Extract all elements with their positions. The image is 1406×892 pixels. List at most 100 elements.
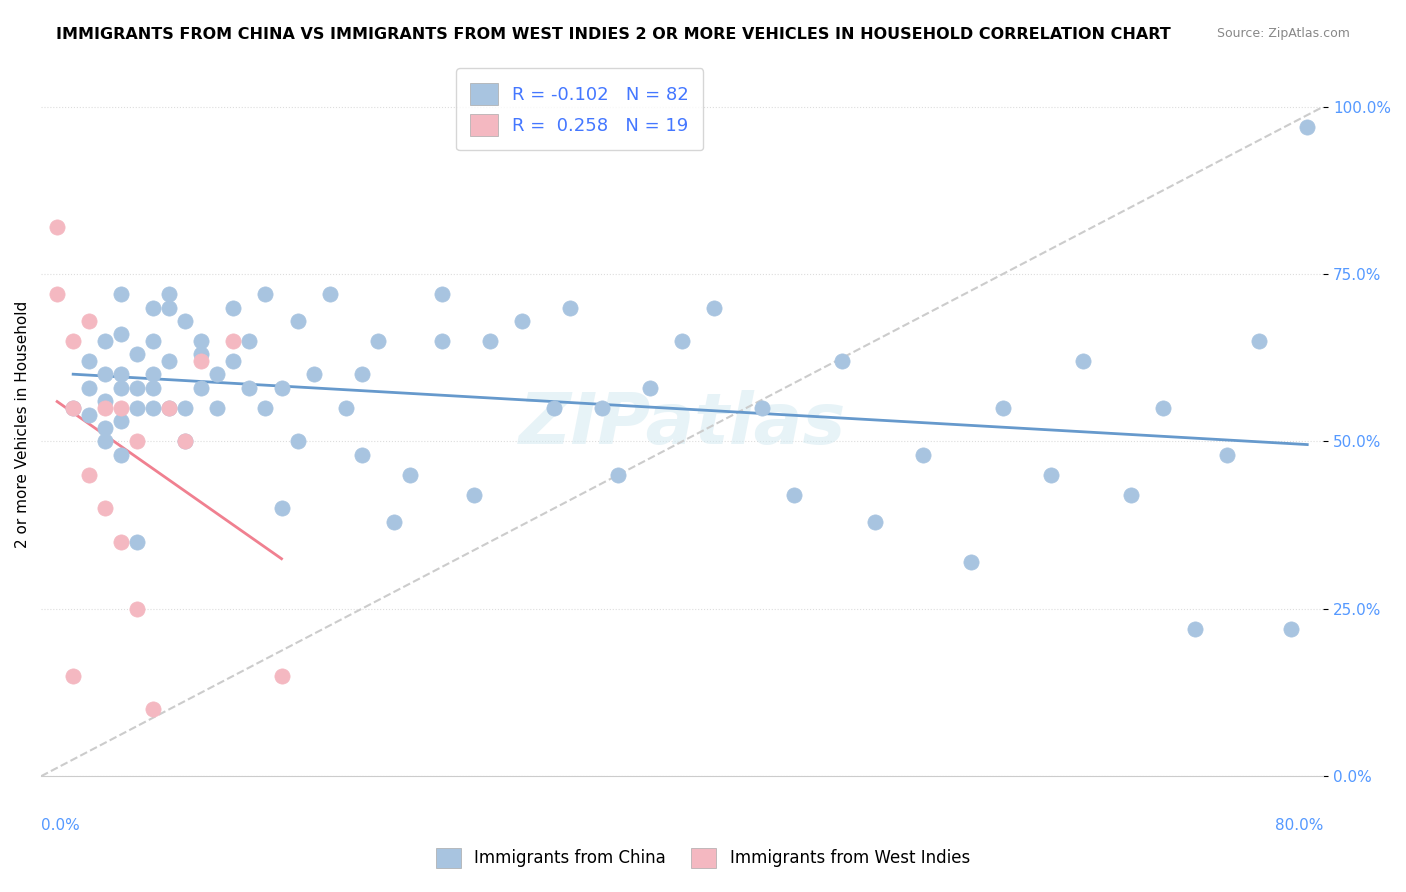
Point xyxy=(62,401,84,415)
Point xyxy=(62,334,84,348)
Point xyxy=(350,448,373,462)
Point xyxy=(110,401,132,415)
Point xyxy=(911,448,934,462)
Point xyxy=(1216,448,1239,462)
Point xyxy=(430,287,453,301)
Point xyxy=(142,301,165,315)
Point xyxy=(671,334,693,348)
Point xyxy=(207,368,229,382)
Text: 80.0%: 80.0% xyxy=(1275,818,1323,833)
Point xyxy=(110,414,132,428)
Point xyxy=(46,220,69,235)
Legend: R = -0.102   N = 82, R =  0.258   N = 19: R = -0.102 N = 82, R = 0.258 N = 19 xyxy=(456,68,703,150)
Point xyxy=(287,434,309,449)
Point xyxy=(174,401,197,415)
Point xyxy=(222,301,245,315)
Point xyxy=(94,434,117,449)
Point xyxy=(270,669,292,683)
Point xyxy=(335,401,357,415)
Point xyxy=(270,501,292,516)
Point xyxy=(510,314,533,328)
Point xyxy=(367,334,389,348)
Point xyxy=(142,334,165,348)
Point xyxy=(77,408,100,422)
Point xyxy=(1071,354,1094,368)
Y-axis label: 2 or more Vehicles in Household: 2 or more Vehicles in Household xyxy=(15,301,30,549)
Point xyxy=(222,334,245,348)
Point xyxy=(478,334,501,348)
Point xyxy=(318,287,340,301)
Point xyxy=(127,602,149,616)
Point xyxy=(94,501,117,516)
Point xyxy=(783,488,806,502)
Point xyxy=(127,534,149,549)
Point xyxy=(77,381,100,395)
Point xyxy=(94,334,117,348)
Point xyxy=(142,702,165,716)
Point xyxy=(110,287,132,301)
Point xyxy=(543,401,565,415)
Point xyxy=(1039,467,1062,482)
Point xyxy=(1119,488,1142,502)
Point xyxy=(94,394,117,409)
Point xyxy=(254,287,277,301)
Point xyxy=(270,381,292,395)
Point xyxy=(110,381,132,395)
Point xyxy=(751,401,773,415)
Point xyxy=(174,314,197,328)
Point xyxy=(142,381,165,395)
Point xyxy=(190,347,212,361)
Point xyxy=(591,401,613,415)
Point xyxy=(110,368,132,382)
Point xyxy=(222,354,245,368)
Point xyxy=(1184,622,1206,636)
Point xyxy=(238,381,260,395)
Point xyxy=(831,354,853,368)
Point xyxy=(1152,401,1174,415)
Point xyxy=(46,287,69,301)
Point xyxy=(62,401,84,415)
Point xyxy=(190,381,212,395)
Text: Source: ZipAtlas.com: Source: ZipAtlas.com xyxy=(1216,27,1350,40)
Point xyxy=(558,301,581,315)
Point xyxy=(350,368,373,382)
Point xyxy=(959,555,981,569)
Point xyxy=(142,368,165,382)
Point xyxy=(863,515,886,529)
Point xyxy=(703,301,725,315)
Point xyxy=(62,669,84,683)
Point xyxy=(463,488,485,502)
Point xyxy=(127,381,149,395)
Point xyxy=(302,368,325,382)
Point xyxy=(157,301,180,315)
Point xyxy=(287,314,309,328)
Point xyxy=(157,354,180,368)
Point xyxy=(94,368,117,382)
Point xyxy=(238,334,260,348)
Point xyxy=(254,401,277,415)
Point xyxy=(157,287,180,301)
Point xyxy=(127,401,149,415)
Point xyxy=(190,334,212,348)
Point xyxy=(110,448,132,462)
Point xyxy=(638,381,661,395)
Text: IMMIGRANTS FROM CHINA VS IMMIGRANTS FROM WEST INDIES 2 OR MORE VEHICLES IN HOUSE: IMMIGRANTS FROM CHINA VS IMMIGRANTS FROM… xyxy=(56,27,1171,42)
Point xyxy=(207,401,229,415)
Point xyxy=(607,467,630,482)
Point xyxy=(1296,120,1319,134)
Point xyxy=(77,354,100,368)
Point xyxy=(382,515,405,529)
Point xyxy=(1279,622,1302,636)
Legend: Immigrants from China, Immigrants from West Indies: Immigrants from China, Immigrants from W… xyxy=(429,841,977,875)
Point xyxy=(94,401,117,415)
Point xyxy=(991,401,1014,415)
Point xyxy=(174,434,197,449)
Point xyxy=(157,401,180,415)
Text: ZIPatlas: ZIPatlas xyxy=(519,390,846,459)
Point xyxy=(94,421,117,435)
Point xyxy=(174,434,197,449)
Point xyxy=(127,434,149,449)
Point xyxy=(127,347,149,361)
Point xyxy=(1249,334,1271,348)
Point xyxy=(157,401,180,415)
